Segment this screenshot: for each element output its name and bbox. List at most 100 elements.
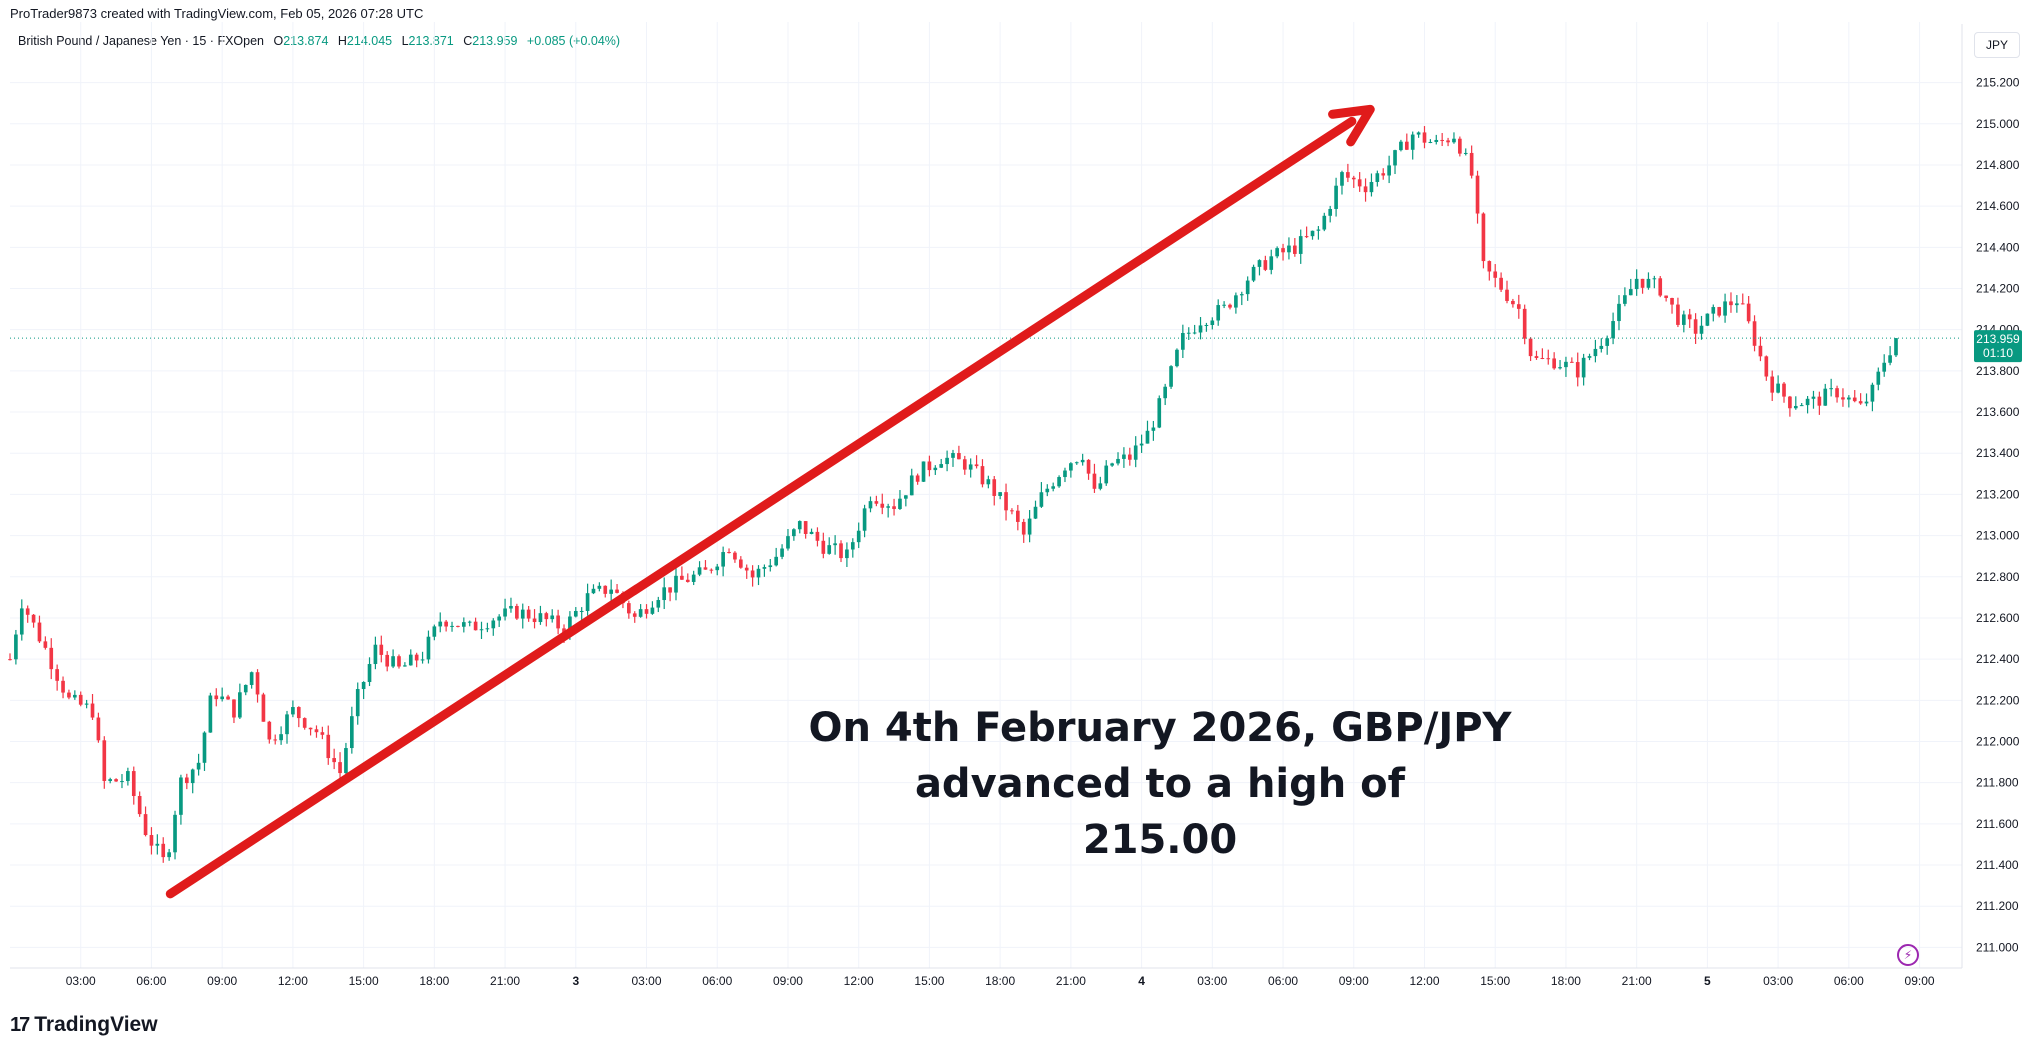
legend-open-label: O [273, 34, 284, 48]
candle-body [1799, 405, 1804, 407]
x-tick-label: 09:00 [207, 974, 237, 988]
candle-body [674, 575, 678, 593]
candle-body [733, 552, 737, 560]
candle-body [379, 644, 384, 655]
legend-low: 213.871 [408, 34, 454, 48]
candle-body [1894, 338, 1898, 356]
last-price-countdown: 01:10 [1983, 346, 2013, 360]
candle-body [1835, 388, 1839, 398]
candle-body [1646, 278, 1651, 288]
trend-arrow-head [1328, 104, 1375, 147]
candle-body [1882, 362, 1887, 372]
candle-body [1222, 304, 1226, 306]
candle-body [597, 585, 602, 589]
candle-body [1570, 361, 1574, 363]
candle-body [1080, 459, 1085, 463]
candle-body [792, 529, 796, 537]
candle-body [1293, 245, 1297, 254]
last-price-tag [1974, 330, 2022, 363]
candle-body [898, 498, 902, 509]
candle-body [1357, 179, 1362, 187]
candle-body [809, 531, 814, 535]
candle-body [1422, 132, 1427, 143]
candle-body [1316, 229, 1321, 231]
candle-body [862, 508, 867, 531]
x-tick-label: 06:00 [1268, 974, 1298, 988]
candle-body [473, 621, 478, 631]
candle-body [1375, 173, 1380, 182]
candle-body [1575, 362, 1580, 378]
candle-body [243, 684, 248, 693]
candle-body [1234, 295, 1238, 308]
candle-body [715, 566, 720, 571]
candle-body [992, 479, 997, 496]
candle-body [945, 457, 949, 465]
candle-body [1033, 506, 1038, 519]
candle-body [951, 453, 955, 458]
candle-body [703, 567, 708, 570]
candle-body [1717, 307, 1722, 316]
candle-body [786, 536, 790, 549]
candle-body [762, 567, 767, 569]
x-tick-label: 03:00 [1197, 974, 1227, 988]
flash-icon[interactable]: ⚡ [1897, 944, 1919, 966]
candle-body [1458, 138, 1462, 154]
candle-body [603, 585, 608, 594]
candle-body [414, 654, 419, 661]
candle-body [391, 656, 395, 667]
candle-body [1475, 175, 1480, 214]
candle-body [1534, 356, 1539, 358]
currency-button[interactable]: JPY [1974, 32, 2020, 58]
candle-body [1782, 383, 1786, 397]
candle-body [1092, 473, 1097, 489]
candle-body [196, 762, 201, 770]
candle-body [126, 771, 130, 782]
x-tick-label: 03:00 [632, 974, 662, 988]
candle-body [350, 716, 354, 749]
candle-body [308, 727, 313, 730]
y-tick-label: 215.200 [1976, 76, 2020, 90]
candle-body [61, 680, 65, 693]
candle-body [1546, 358, 1551, 360]
candle-body [1817, 396, 1822, 406]
candle-body [550, 615, 555, 620]
candle-body [1051, 486, 1056, 489]
grid [10, 22, 1962, 968]
legend-high: 214.045 [346, 34, 393, 48]
candle-body [1564, 361, 1568, 368]
legend-change: +0.085 (+0.04%) [526, 34, 621, 48]
candle-body [49, 647, 54, 670]
candle-body [296, 707, 301, 719]
candle-body [1163, 386, 1167, 399]
candle-body [921, 461, 926, 482]
candle-body [1057, 477, 1061, 487]
x-tick-label: 18:00 [1551, 974, 1581, 988]
candle-body [556, 615, 560, 629]
candle-body [96, 717, 101, 741]
candle-body [1428, 141, 1433, 143]
candle-body [668, 587, 672, 593]
candle-body [450, 625, 454, 627]
candle-body [1298, 236, 1303, 254]
chart-annotation: On 4th February 2026, GBP/JPY advanced t… [760, 700, 1560, 868]
candle-body [456, 625, 460, 627]
candle-body [1581, 357, 1586, 378]
candle-body [1481, 213, 1486, 262]
candle-body [827, 545, 832, 554]
candle-body [1746, 303, 1751, 322]
candle-body [892, 506, 896, 509]
candle-body [167, 852, 171, 858]
candle-body [1210, 320, 1215, 326]
candle-body [962, 459, 967, 470]
candle-body [1098, 483, 1103, 489]
candle-body [1852, 397, 1857, 402]
candle-body [267, 721, 272, 740]
candle-body [1876, 371, 1881, 385]
candle-body [1410, 134, 1415, 150]
candle-body [1440, 139, 1445, 141]
y-tick-label: 211.400 [1976, 858, 2019, 872]
candle-body [1770, 376, 1775, 393]
candle-body [1463, 152, 1468, 154]
tradingview-logo[interactable]: 17 TradingView [10, 1013, 158, 1037]
